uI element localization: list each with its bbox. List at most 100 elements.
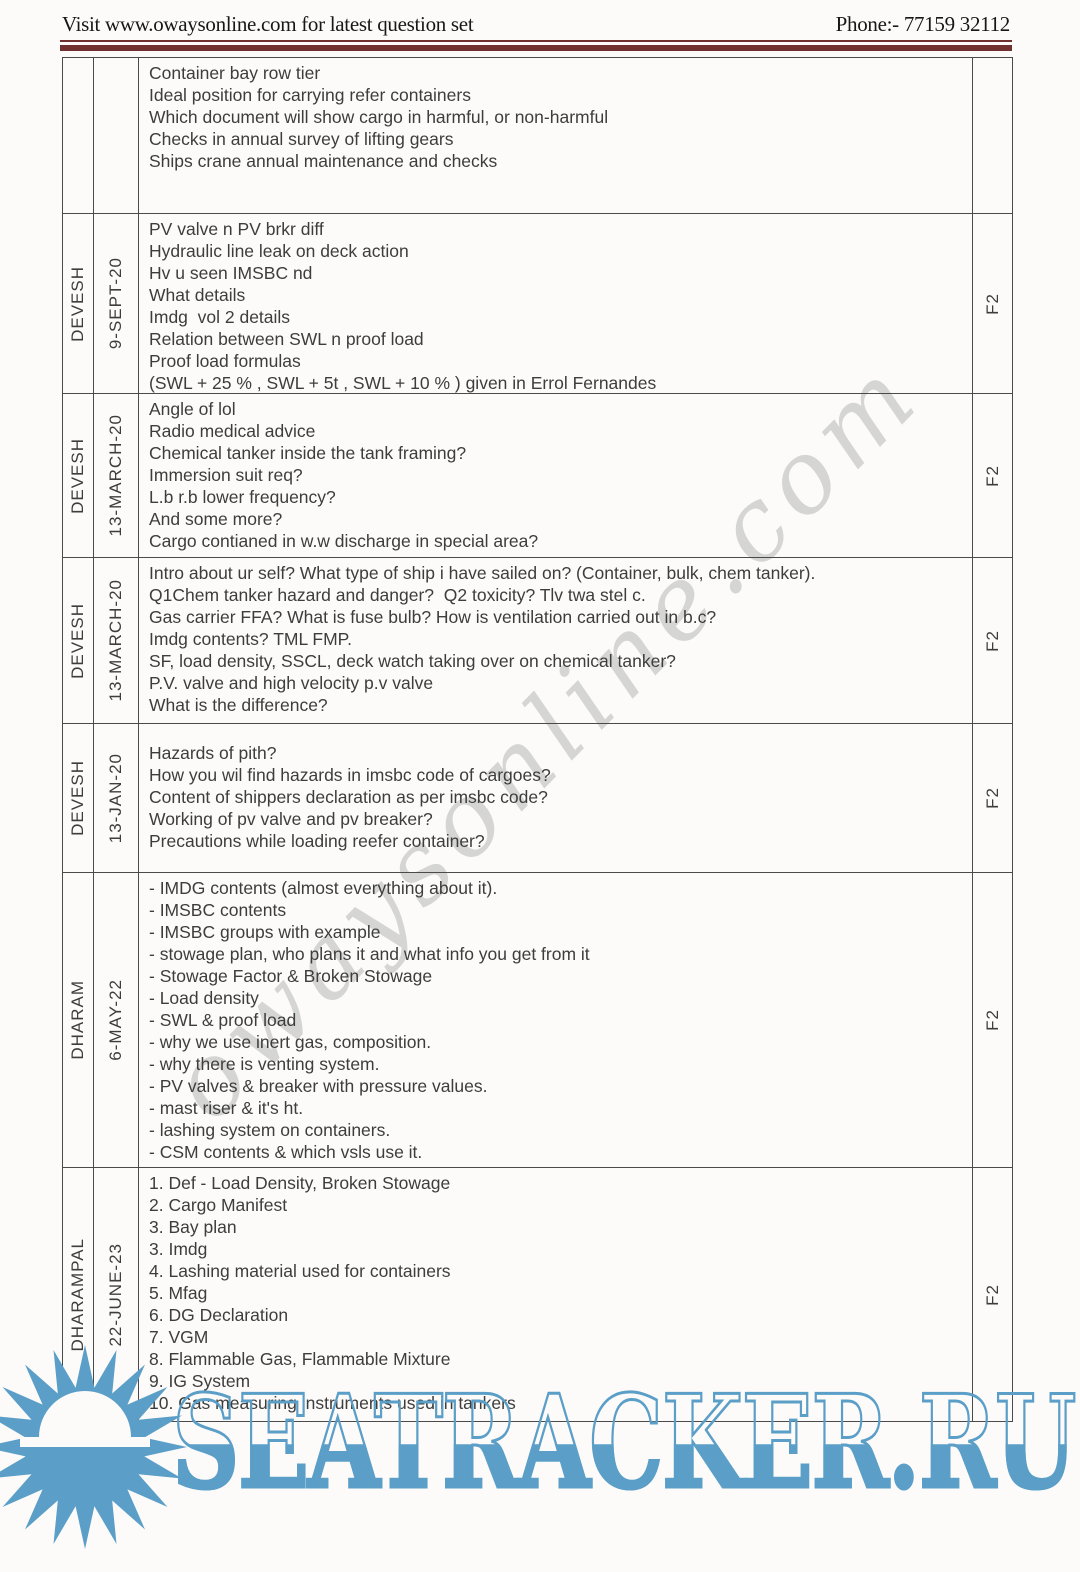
question-line: - SWL & proof load <box>149 1010 297 1030</box>
question-line: SF, load density, SSCL, deck watch takin… <box>149 651 676 671</box>
table-row: DHARAM 6-MAY-22 - IMDG contents (almost … <box>63 873 1012 1168</box>
function-code: F2 <box>982 464 1002 487</box>
question-line: - IMDG contents (almost everything about… <box>149 878 498 898</box>
header-phone-text: Phone:- 77159 32112 <box>835 12 1011 36</box>
question-line: - lashing system on containers. <box>149 1120 391 1140</box>
exam-date-cell: 13-MARCH-20 <box>94 558 139 723</box>
question-line: Relation between SWL n proof load <box>149 329 424 349</box>
questions-cell: Intro about ur self? What type of ship i… <box>139 558 973 723</box>
question-line: Hv u seen IMSBC nd <box>149 263 313 283</box>
function-code-cell: F2 <box>973 558 1012 723</box>
function-code: F2 <box>982 1009 1002 1031</box>
questions-cell: Angle of lol Radio medical advice Chemical… <box>139 394 973 557</box>
candidate-name-cell: DEVESH <box>63 724 94 872</box>
table-row: DEVESH 13-MARCH-20 Angle of lol Radio med… <box>63 394 1012 558</box>
question-line: 2. Cargo Manifest <box>149 1195 288 1215</box>
question-line: 3. Bay plan <box>149 1217 237 1237</box>
question-line: 1. Def - Load Density, Broken Stowage <box>149 1173 451 1193</box>
question-line: Checks in annual survey of lifting gears <box>149 129 454 149</box>
seatracker-watermark: SEATRACKER.RU SEATRACKER.RU <box>171 1378 1078 1509</box>
exam-date: 13-MARCH-20 <box>106 579 125 702</box>
question-line: Ships crane annual maintenance and check… <box>149 151 498 171</box>
seatracker-text-outline: SEATRACKER.RU <box>171 1368 1078 1518</box>
function-code-cell: F2 <box>973 873 1012 1167</box>
header-left-text: Visit www.owaysonline.com for latest que… <box>62 12 474 36</box>
sun-horizon <box>20 1437 150 1447</box>
candidate-name: DEVESH <box>68 760 87 836</box>
question-line: 6. DG Declaration <box>149 1305 289 1325</box>
candidate-name: DEVESH <box>68 265 87 342</box>
questions-cell: PV valve n PV brkr diff Hydraulic line le… <box>139 214 973 393</box>
questions-cell: Container bay row tier Ideal position for… <box>139 58 973 213</box>
function-code-cell: F2 <box>973 394 1012 557</box>
candidate-name: DEVESH <box>68 437 87 514</box>
exam-date-cell: 6-MAY-22 <box>94 873 139 1167</box>
question-line: And some more? <box>149 509 283 529</box>
question-line: Radio medical advice <box>149 421 316 441</box>
exam-date-cell: 13-JAN-20 <box>94 724 139 872</box>
question-line: Q1Chem tanker hazard and danger? Q2 toxi… <box>149 585 646 605</box>
question-line: - IMSBC contents <box>149 900 287 920</box>
question-line: PV valve n PV brkr diff <box>149 219 324 239</box>
question-line: Hydraulic line leak on deck action <box>149 241 409 261</box>
question-line: Intro about ur self? What type of ship i… <box>149 563 816 583</box>
question-line: - why there is venting system. <box>149 1054 380 1074</box>
question-line: - mast riser & it's ht. <box>149 1098 304 1118</box>
question-line: Which document will show cargo in harmfu… <box>149 107 609 127</box>
function-code-cell: F2 <box>973 214 1012 393</box>
question-line: Angle of lol <box>149 399 236 419</box>
page-header: Visit www.owaysonline.com for latest que… <box>62 12 1010 37</box>
exam-date: 6-MAY-22 <box>106 979 125 1061</box>
candidate-name: DHARAM <box>68 980 87 1060</box>
candidate-name-cell: DHARAM <box>63 873 94 1167</box>
question-line: What is the difference? <box>149 695 328 715</box>
candidate-name-cell: DEVESH <box>63 394 94 557</box>
question-line: - IMSBC groups with example <box>149 922 381 942</box>
question-line: Content of shippers declaration as per i… <box>149 787 548 807</box>
question-line: - PV valves & breaker with pressure valu… <box>149 1076 488 1096</box>
exam-date-cell: 13-MARCH-20 <box>94 394 139 557</box>
question-line: 5. Mfag <box>149 1283 208 1303</box>
question-line: Ideal position for carrying refer contai… <box>149 85 471 105</box>
function-code: F2 <box>982 629 1002 652</box>
question-line: 4. Lashing material used for containers <box>149 1261 451 1281</box>
questions-cell: Hazards of pith? How you wil find hazards… <box>139 724 973 872</box>
function-code: F2 <box>982 787 1002 809</box>
table-row: DEVESH 13-MARCH-20 Intro about ur self? … <box>63 558 1012 724</box>
question-line: How you wil find hazards in imsbc code o… <box>149 765 551 785</box>
question-line: - CSM contents & which vsls use it. <box>149 1142 423 1162</box>
candidate-name-cell: DEVESH <box>63 214 94 393</box>
function-code: F2 <box>982 292 1002 315</box>
table-row: DEVESH 9-SEPT-20 PV valve n PV brkr diff… <box>63 214 1012 394</box>
header-rule-thick <box>60 45 1012 51</box>
question-table: Container bay row tier Ideal position for… <box>62 57 1013 1422</box>
exam-date: 13-JAN-20 <box>106 752 125 844</box>
table-row: DEVESH 13-JAN-20 Hazards of pith? How you… <box>63 724 1012 873</box>
question-line: Cargo contianed in w.w discharge in spec… <box>149 531 539 551</box>
header-rule-thin <box>60 40 1012 42</box>
question-line: Working of pv valve and pv breaker? <box>149 809 433 829</box>
exam-date-cell: 9-SEPT-20 <box>94 214 139 393</box>
question-line: 8. Flammable Gas, Flammable Mixture <box>149 1349 451 1369</box>
exam-date-cell: 22-JUNE-23 <box>94 1168 139 1421</box>
question-line: - Load density <box>149 988 259 1008</box>
seatracker-text-solid: SEATRACKER.RU <box>171 1368 1078 1518</box>
question-line: 7. VGM <box>149 1327 209 1347</box>
exam-date: 9-SEPT-20 <box>106 257 125 350</box>
question-line: - why we use inert gas, composition. <box>149 1032 432 1052</box>
question-line: Imdg vol 2 details <box>149 307 291 327</box>
question-line: What details <box>149 285 246 305</box>
function-code-cell <box>973 58 1012 213</box>
question-line: Chemical tanker inside the tank framing? <box>149 443 467 463</box>
sun-logo-icon <box>0 1345 187 1549</box>
candidate-name: DEVESH <box>68 602 87 679</box>
sun-dome <box>39 1391 131 1437</box>
exam-date-cell <box>94 58 139 213</box>
candidate-name-cell: DEVESH <box>63 558 94 723</box>
question-line: Immersion suit req? <box>149 465 303 485</box>
question-line: Imdg contents? TML FMP. <box>149 629 352 649</box>
question-line: Hazards of pith? <box>149 743 277 763</box>
question-line: (SWL + 25 % , SWL + 5t , SWL + 10 % ) gi… <box>149 373 657 393</box>
exam-date: 13-MARCH-20 <box>106 414 125 537</box>
question-line: Container bay row tier <box>149 63 321 83</box>
